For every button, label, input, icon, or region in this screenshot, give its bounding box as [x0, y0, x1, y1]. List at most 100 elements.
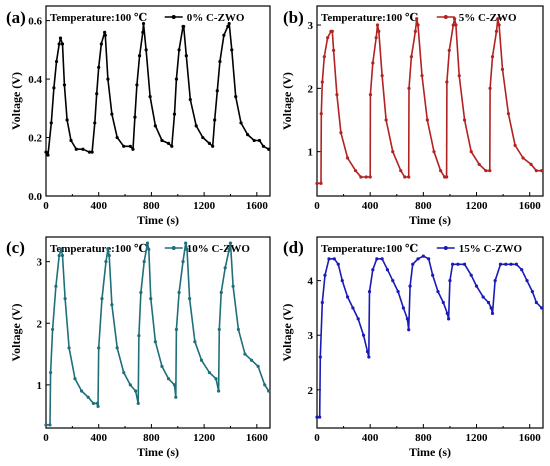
- data-point: [403, 175, 407, 179]
- data-point: [60, 42, 65, 46]
- temperature-annotation: Temperature:100 ℃: [50, 12, 147, 24]
- data-point: [420, 74, 424, 78]
- data-point: [239, 121, 243, 125]
- data-point: [364, 175, 368, 179]
- data-point: [122, 370, 126, 375]
- data-point: [153, 340, 157, 344]
- y-tick-label: 4: [308, 276, 314, 288]
- temperature-annotation: Temperature:100 ℃: [50, 243, 147, 255]
- data-point: [44, 150, 48, 154]
- x-axis-title: Time (s): [137, 213, 179, 227]
- x-tick-label: 800: [143, 200, 160, 212]
- data-point: [267, 147, 271, 151]
- data-point: [431, 273, 435, 277]
- x-tick-label: 1200: [193, 200, 216, 212]
- y-tick-label: 1: [37, 380, 43, 392]
- plot-frame: [316, 236, 544, 429]
- x-axis-title: Time (s): [409, 445, 451, 459]
- data-point: [411, 262, 415, 266]
- chart-panel-c: 0 400 800 1200 1600 1 2 3 Time (s) Voltage (V) (c)…: [6, 236, 271, 459]
- y-tick-label: 0.2: [28, 133, 42, 145]
- data-point: [81, 147, 85, 151]
- data-point: [452, 17, 457, 21]
- data-point: [500, 67, 505, 71]
- data-point: [214, 377, 218, 381]
- data-point: [405, 317, 409, 321]
- data-point: [384, 118, 388, 122]
- data-point: [496, 17, 500, 21]
- data-point: [230, 48, 234, 52]
- temperature-annotation: Temperature:100 ℃: [321, 243, 418, 255]
- data-point: [193, 340, 197, 344]
- data-point: [194, 124, 198, 128]
- data-point: [474, 284, 479, 288]
- data-point: [153, 124, 157, 128]
- x-tick-label: 1600: [519, 432, 542, 444]
- data-point: [490, 311, 495, 315]
- data-point: [141, 30, 145, 34]
- data-point: [320, 80, 324, 84]
- series-line: [317, 255, 543, 418]
- data-point: [184, 54, 188, 58]
- data-point: [49, 370, 53, 375]
- data-point: [439, 169, 443, 173]
- data-point: [493, 279, 497, 283]
- data-point: [226, 24, 230, 29]
- data-point: [327, 257, 331, 261]
- data-point: [86, 395, 90, 399]
- x-tick-label: 800: [415, 200, 432, 212]
- legend-swatch-marker: [171, 15, 176, 19]
- data-point: [486, 300, 491, 305]
- data-point: [96, 404, 100, 409]
- x-tick-label: 0: [314, 200, 320, 212]
- data-point: [106, 247, 110, 251]
- data-point: [513, 143, 517, 147]
- data-point: [60, 253, 65, 258]
- series-line: [45, 22, 270, 156]
- data-point: [374, 36, 378, 40]
- data-point: [339, 131, 343, 135]
- data-point: [457, 74, 461, 78]
- data-point: [322, 55, 326, 59]
- data-point: [451, 23, 455, 27]
- legend-entry: 10% C-ZWO: [187, 243, 251, 255]
- data-point: [115, 135, 119, 140]
- x-tick-label: 400: [362, 432, 379, 444]
- data-point: [131, 147, 135, 151]
- data-point: [73, 377, 77, 381]
- data-point: [188, 297, 192, 301]
- data-point: [174, 77, 179, 81]
- data-point: [401, 306, 406, 310]
- data-point: [217, 327, 221, 332]
- data-point: [332, 48, 336, 52]
- data-point: [142, 260, 146, 264]
- data-point: [172, 383, 177, 387]
- data-point: [351, 306, 355, 310]
- data-point: [231, 284, 235, 288]
- plot-frame: [316, 5, 544, 197]
- data-point: [236, 327, 240, 332]
- data-point: [95, 401, 99, 405]
- data-point: [137, 333, 141, 338]
- y-axis-title: Voltage (V): [280, 72, 294, 130]
- data-point: [498, 262, 503, 266]
- y-axis-title: Voltage (V): [9, 304, 23, 362]
- data-point: [48, 423, 52, 427]
- data-point: [106, 77, 110, 81]
- data-point: [59, 247, 63, 251]
- legend-entry: 5% C-ZWO: [459, 12, 517, 24]
- data-point: [409, 55, 413, 59]
- data-point: [103, 30, 107, 34]
- data-point: [184, 241, 188, 245]
- data-point: [97, 65, 101, 69]
- data-point: [497, 23, 501, 27]
- x-axis-title: Time (s): [409, 213, 451, 227]
- data-point: [356, 317, 360, 321]
- data-point: [185, 247, 189, 251]
- data-point: [469, 273, 473, 277]
- y-tick-label: 0.4: [28, 74, 42, 86]
- data-point: [353, 169, 358, 173]
- data-point: [257, 138, 262, 143]
- data-point: [415, 17, 419, 21]
- data-point: [318, 415, 322, 419]
